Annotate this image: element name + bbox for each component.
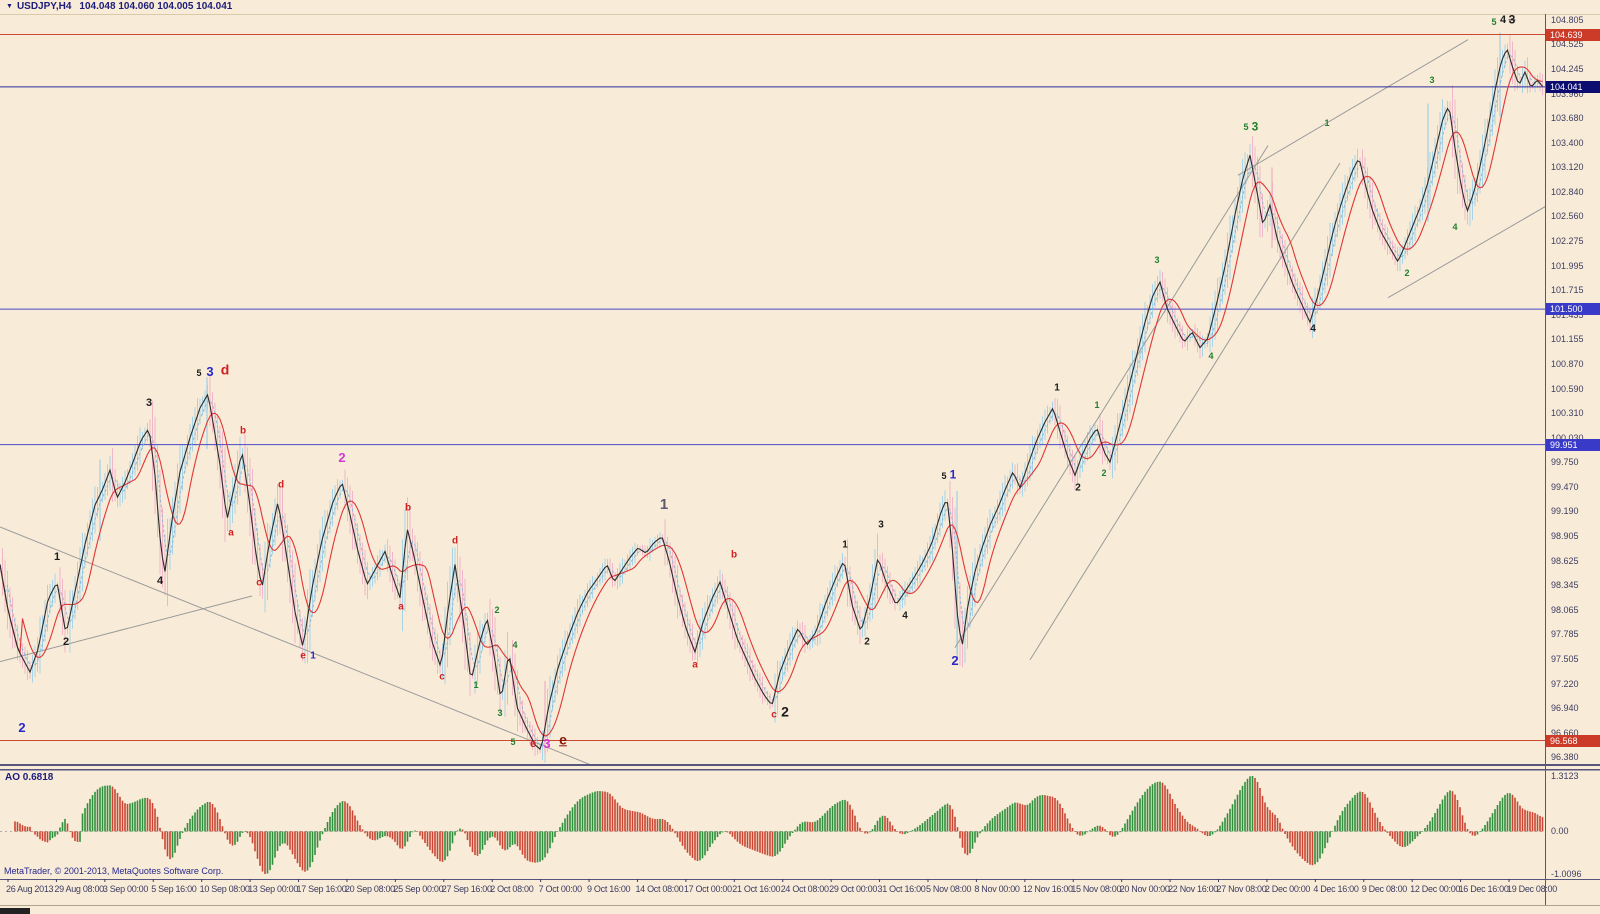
plot-area[interactable]: [0, 32, 1563, 767]
pane-separator-inner: [0, 769, 1600, 771]
h-scrollbar-thumb[interactable]: [0, 908, 30, 914]
trendline[interactable]: [0, 595, 253, 663]
ma-line-blue-dash: [0, 54, 1543, 747]
price-line-black: [0, 48, 1543, 751]
ao-histogram: [14, 776, 1544, 874]
trendline[interactable]: [954, 145, 1269, 648]
candles-up: [32, 43, 1538, 763]
candles-down: [2, 35, 1543, 757]
trendline[interactable]: [0, 526, 594, 767]
ma-line-red: [0, 66, 1543, 737]
trendline[interactable]: [1387, 196, 1563, 299]
chart-title-bar: ▼ USDJPY,H4 104.048 104.060 104.005 104.04…: [0, 0, 1600, 14]
trendline[interactable]: [1237, 39, 1469, 176]
chart-symbol-title: USDJPY,H4: [16, 1, 72, 12]
pane-separator[interactable]: [0, 764, 1600, 766]
chart-menu-icon[interactable]: ▼: [6, 3, 13, 10]
trendline[interactable]: [1029, 162, 1341, 661]
chart-ohlc-quotes: 104.048 104.060 104.005 104.041: [79, 1, 233, 12]
